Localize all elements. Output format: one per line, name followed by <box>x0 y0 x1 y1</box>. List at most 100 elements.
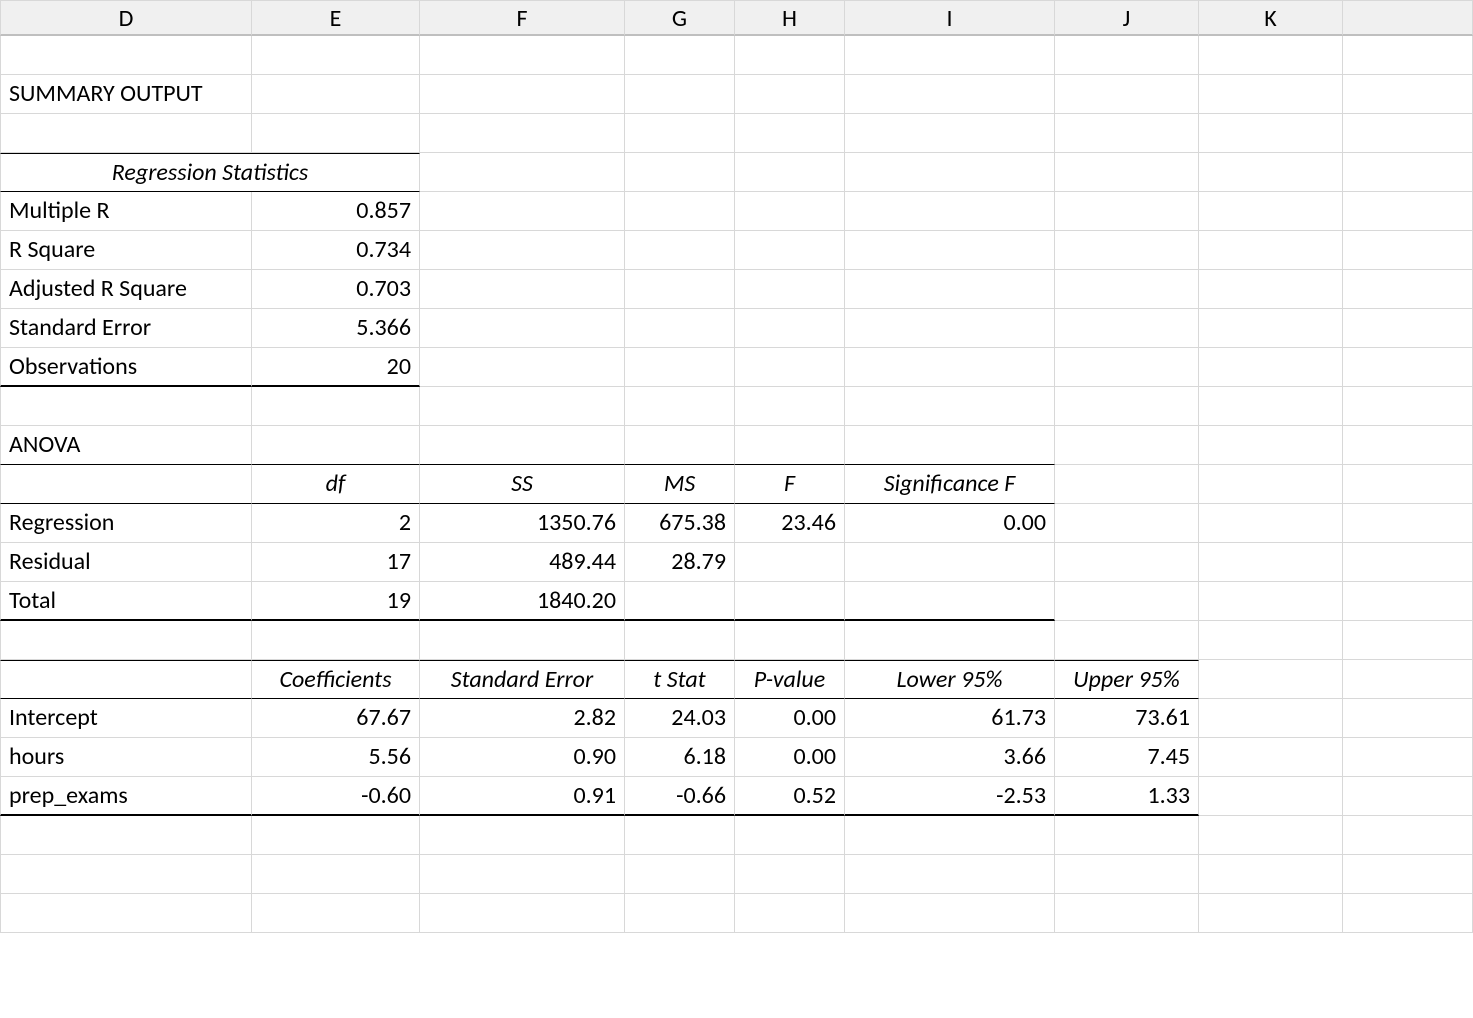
cell[interactable] <box>420 192 625 231</box>
cell[interactable] <box>1055 153 1199 192</box>
cell[interactable] <box>0 114 252 153</box>
cell[interactable] <box>420 621 625 660</box>
cell[interactable] <box>1343 699 1473 738</box>
cell[interactable] <box>625 114 735 153</box>
cell[interactable] <box>420 270 625 309</box>
cell[interactable] <box>0 855 252 894</box>
cell[interactable] <box>0 387 252 426</box>
anova-residual-df[interactable]: 17 <box>252 543 420 582</box>
std-error-label[interactable]: Standard Error <box>0 309 252 348</box>
cell[interactable] <box>735 816 845 855</box>
cell[interactable] <box>845 582 1055 621</box>
coef-intercept-se[interactable]: 2.82 <box>420 699 625 738</box>
summary-output-title[interactable]: SUMMARY OUTPUT <box>0 75 252 114</box>
std-error-value[interactable]: 5.366 <box>252 309 420 348</box>
cell[interactable] <box>735 36 845 75</box>
cell[interactable] <box>1343 309 1473 348</box>
cell[interactable] <box>420 231 625 270</box>
cell[interactable] <box>252 894 420 933</box>
observations-value[interactable]: 20 <box>252 348 420 387</box>
cell[interactable] <box>0 621 252 660</box>
cell[interactable] <box>625 75 735 114</box>
coef-hours-hi[interactable]: 7.45 <box>1055 738 1199 777</box>
col-header-H[interactable]: H <box>735 0 845 36</box>
cell[interactable] <box>252 36 420 75</box>
coef-prep-exams-coef[interactable]: -0.60 <box>252 777 420 816</box>
cell[interactable] <box>0 894 252 933</box>
anova-residual-ss[interactable]: 489.44 <box>420 543 625 582</box>
multiple-r-label[interactable]: Multiple R <box>0 192 252 231</box>
cell[interactable] <box>1055 75 1199 114</box>
anova-header-ms[interactable]: MS <box>625 465 735 504</box>
cell[interactable] <box>625 426 735 465</box>
coef-prep-exams-label[interactable]: prep_exams <box>0 777 252 816</box>
cell[interactable] <box>845 387 1055 426</box>
cell[interactable] <box>252 855 420 894</box>
cell[interactable] <box>1343 231 1473 270</box>
cell[interactable] <box>845 231 1055 270</box>
anova-regression-label[interactable]: Regression <box>0 504 252 543</box>
cell[interactable] <box>735 153 845 192</box>
anova-residual-ms[interactable]: 28.79 <box>625 543 735 582</box>
cell[interactable] <box>735 426 845 465</box>
cell[interactable] <box>735 231 845 270</box>
cell[interactable] <box>1343 543 1473 582</box>
cell[interactable] <box>420 426 625 465</box>
coef-intercept-p[interactable]: 0.00 <box>735 699 845 738</box>
anova-total-df[interactable]: 19 <box>252 582 420 621</box>
cell[interactable] <box>1199 192 1343 231</box>
cell[interactable] <box>1199 855 1343 894</box>
coef-intercept-lo[interactable]: 61.73 <box>845 699 1055 738</box>
cell[interactable] <box>1199 699 1343 738</box>
cell[interactable] <box>420 348 625 387</box>
anova-total-ss[interactable]: 1840.20 <box>420 582 625 621</box>
cell[interactable] <box>252 816 420 855</box>
cell[interactable] <box>1055 465 1199 504</box>
col-header-F[interactable]: F <box>420 0 625 36</box>
cell[interactable] <box>735 582 845 621</box>
cell[interactable] <box>845 36 1055 75</box>
cell[interactable] <box>1055 387 1199 426</box>
r-square-value[interactable]: 0.734 <box>252 231 420 270</box>
coef-header-t[interactable]: t Stat <box>625 660 735 699</box>
cell[interactable] <box>1343 387 1473 426</box>
cell[interactable] <box>1343 75 1473 114</box>
cell[interactable] <box>1055 192 1199 231</box>
cell[interactable] <box>845 153 1055 192</box>
cell[interactable] <box>1055 231 1199 270</box>
cell[interactable] <box>625 816 735 855</box>
cell[interactable] <box>1055 348 1199 387</box>
cell[interactable] <box>1199 777 1343 816</box>
coef-header-se[interactable]: Standard Error <box>420 660 625 699</box>
col-header-G[interactable]: G <box>625 0 735 36</box>
cell[interactable] <box>625 231 735 270</box>
cell[interactable] <box>625 621 735 660</box>
cell[interactable] <box>845 114 1055 153</box>
cell[interactable] <box>735 348 845 387</box>
coef-hours-t[interactable]: 6.18 <box>625 738 735 777</box>
cell[interactable] <box>1199 621 1343 660</box>
cell[interactable] <box>420 114 625 153</box>
cell[interactable] <box>845 270 1055 309</box>
cell[interactable] <box>1055 504 1199 543</box>
coef-intercept-label[interactable]: Intercept <box>0 699 252 738</box>
cell[interactable] <box>420 153 625 192</box>
cell[interactable] <box>845 426 1055 465</box>
cell[interactable] <box>735 192 845 231</box>
cell[interactable] <box>1343 894 1473 933</box>
cell[interactable] <box>625 348 735 387</box>
cell[interactable] <box>1199 114 1343 153</box>
col-header-K[interactable]: K <box>1199 0 1343 36</box>
coef-prep-exams-hi[interactable]: 1.33 <box>1055 777 1199 816</box>
cell[interactable] <box>0 36 252 75</box>
cell[interactable] <box>845 192 1055 231</box>
coef-hours-label[interactable]: hours <box>0 738 252 777</box>
cell[interactable] <box>1343 192 1473 231</box>
cell[interactable] <box>1199 387 1343 426</box>
cell[interactable] <box>735 387 845 426</box>
cell[interactable] <box>252 75 420 114</box>
coef-header-hi[interactable]: Upper 95% <box>1055 660 1199 699</box>
cell[interactable] <box>1343 582 1473 621</box>
cell[interactable] <box>845 816 1055 855</box>
cell[interactable] <box>1343 153 1473 192</box>
